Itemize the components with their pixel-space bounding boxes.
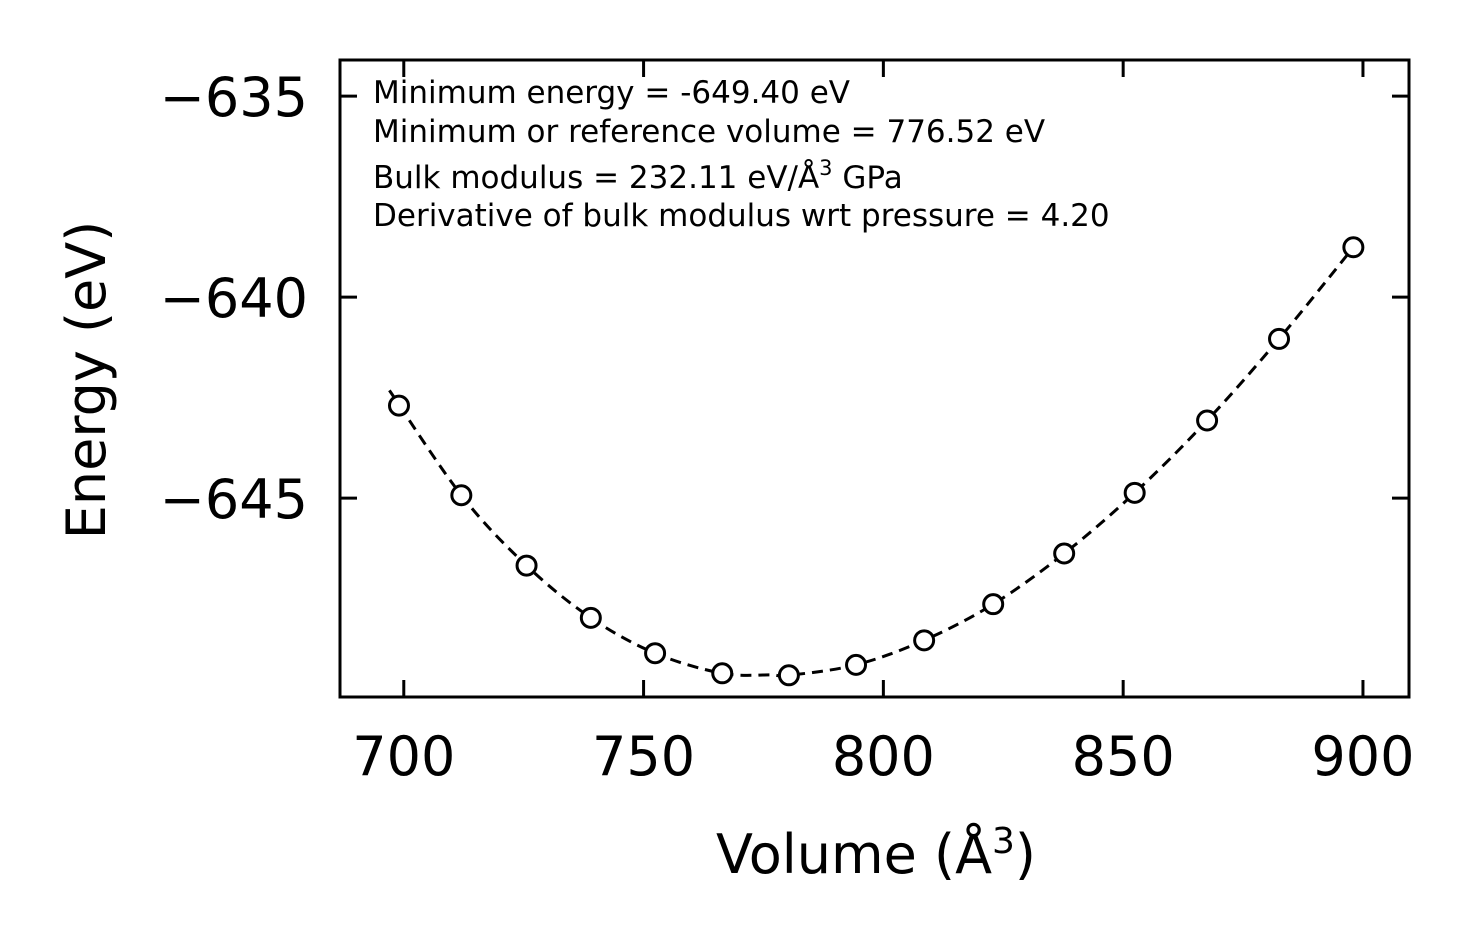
- data-point-marker: [1268, 327, 1291, 350]
- x-axis-label: Volume (Å3): [716, 821, 1036, 886]
- plot-frame: [338, 58, 1411, 699]
- data-markers-layer: [387, 236, 1365, 687]
- annotation-bulk-modulus: Bulk modulus = 232.11 eV/Å3 GPa: [373, 156, 903, 196]
- annotation-min-energy: Minimum energy = -649.40 eV: [373, 75, 850, 111]
- data-point-marker: [450, 484, 473, 507]
- x-tick-label: 700: [352, 725, 455, 788]
- data-point-marker: [1053, 542, 1076, 565]
- y-tick-label: −645: [160, 468, 308, 531]
- data-point-marker: [515, 554, 538, 577]
- y-tick-label: −640: [160, 267, 308, 330]
- data-point-marker: [777, 664, 800, 687]
- fit-curve-layer: [388, 246, 1355, 678]
- annotation-bulk-modulus-derivative: Derivative of bulk modulus wrt pressure …: [373, 198, 1110, 234]
- x-tick-label: 750: [592, 725, 695, 788]
- y-axis-label: Energy (eV): [55, 221, 118, 540]
- data-point-marker: [982, 593, 1005, 616]
- data-point-marker: [913, 629, 936, 652]
- data-point-marker: [1196, 409, 1219, 432]
- x-tick-label: 800: [832, 725, 935, 788]
- data-point-marker: [387, 394, 410, 417]
- fit-curve-line: [388, 246, 1355, 678]
- y-tick-label: −635: [160, 66, 308, 129]
- data-point-marker: [1123, 481, 1146, 504]
- annotation-box: Minimum energy = -649.40 eV Minimum or r…: [373, 75, 1110, 234]
- data-point-marker: [1342, 236, 1365, 259]
- data-point-marker: [711, 662, 734, 685]
- data-point-marker: [644, 642, 667, 665]
- ticks-layer: 700 750 800 850 900 −635 −640 −645: [160, 60, 1414, 788]
- x-tick-label: 900: [1311, 725, 1414, 788]
- annotation-ref-volume: Minimum or reference volume = 776.52 eV: [373, 114, 1045, 150]
- data-point-marker: [579, 606, 602, 629]
- x-tick-label: 850: [1072, 725, 1175, 788]
- data-point-marker: [845, 653, 868, 676]
